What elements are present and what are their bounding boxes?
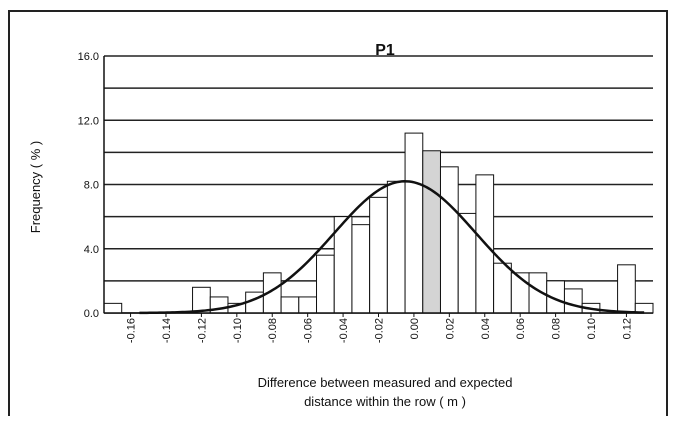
x-axis-label-line2: distance within the row ( m ): [304, 394, 466, 409]
x-axis-label-line1: Difference between measured and expected: [258, 375, 513, 390]
x-tick-label: -0.14: [161, 318, 173, 343]
histogram-bar: [617, 264, 636, 314]
histogram-bar: [103, 302, 123, 314]
x-tick-label: -0.04: [338, 318, 350, 343]
chart-frame: [8, 10, 668, 416]
x-tick-label: -0.06: [303, 318, 315, 343]
histogram-bar: [280, 296, 300, 314]
y-tick-label: 0.0: [84, 308, 99, 320]
x-tick-labels: -0.16 -0.14 -0.12 -0.10 -0.08 -0.06 -0.04 -0.02…: [126, 313, 633, 343]
y-axis-label: Frequency ( % ): [28, 141, 43, 233]
histogram-bar: [563, 288, 583, 314]
histogram-bar: [298, 296, 318, 314]
normal-curve: [139, 180, 645, 315]
x-tick-label: -0.12: [196, 318, 208, 343]
histogram-bar: [369, 196, 388, 314]
x-tick-label: -0.10: [232, 318, 244, 343]
x-tick-label: -0.16: [126, 318, 138, 343]
y-tick-label: 4.0: [84, 244, 99, 256]
x-tick-label: 0.00: [409, 318, 421, 339]
x-tick-label: 0.08: [551, 318, 563, 339]
y-tick-label: 12.0: [78, 115, 99, 127]
histogram-bar: [316, 254, 335, 314]
x-tick-label: 0.02: [444, 318, 456, 339]
histogram-bar: [351, 224, 371, 314]
x-tick-label: 0.12: [621, 318, 633, 339]
x-tick-label: 0.10: [586, 318, 598, 339]
x-tick-label: 0.04: [480, 318, 492, 339]
histogram-bar: [386, 180, 406, 314]
histogram-bar: [493, 262, 512, 314]
x-tick-label: -0.08: [267, 318, 279, 343]
chart-title: P1: [375, 42, 395, 59]
x-tick-label: 0.06: [515, 318, 527, 339]
histogram-bars: [103, 132, 654, 314]
histogram-bar: [404, 132, 424, 314]
histogram-bar: [422, 150, 441, 314]
y-tick-labels: 0.0 4.0 8.0 12.0 16.0: [78, 51, 99, 320]
x-tick-label: -0.02: [374, 318, 386, 343]
histogram-bar: [439, 166, 459, 314]
y-tick-label: 16.0: [78, 51, 99, 63]
y-tick-label: 8.0: [84, 180, 99, 192]
